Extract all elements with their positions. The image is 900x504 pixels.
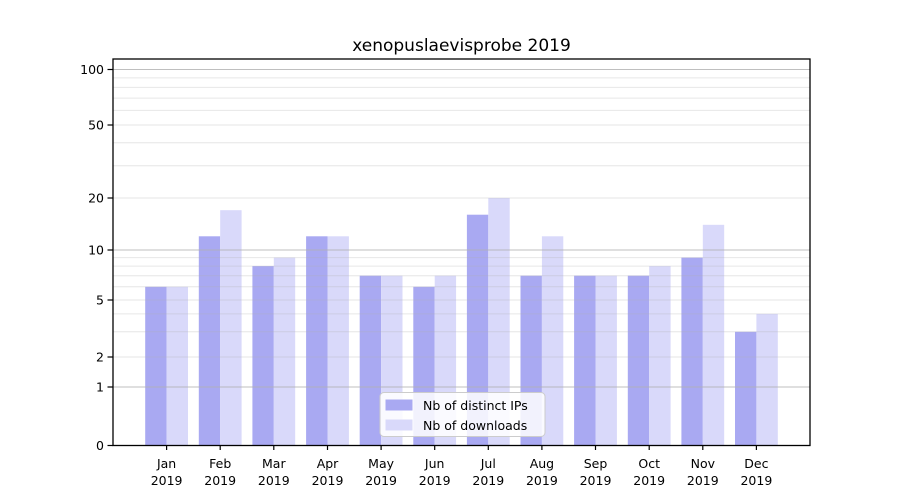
x-tick-label-apr: Apr xyxy=(317,456,339,471)
bar-jul-downloads xyxy=(488,198,510,446)
y-tick-label-20: 20 xyxy=(88,190,104,205)
legend-box xyxy=(379,392,546,437)
chart-title: xenopuslaevisprobe 2019 xyxy=(352,36,571,56)
x-tick-label-dec: Dec xyxy=(744,456,768,471)
bar-oct-distinct-ips xyxy=(627,275,650,446)
plot-border xyxy=(112,58,811,447)
x-axis: Jan 2019 Feb 2019 Mar 2019 Apr 2019 May 2019 Jun 20… xyxy=(151,445,772,488)
bar-apr-downloads xyxy=(327,236,349,446)
bar-mar-distinct-ips xyxy=(252,266,274,446)
bar-sep-distinct-ips xyxy=(574,275,596,446)
y-tick-label-5: 5 xyxy=(96,292,104,307)
x-tick-label-may-year: 2019 xyxy=(365,473,397,488)
bar-dec-downloads xyxy=(756,313,778,446)
x-tick-label-jun: Jun xyxy=(424,456,445,471)
legend: Nb of distinct IPs Nb of downloads xyxy=(379,392,546,437)
y-tick-label-50: 50 xyxy=(88,117,104,132)
x-tick-label-jul: Jul xyxy=(480,456,496,471)
x-tick-label-aug: Aug xyxy=(530,456,554,471)
bar-jul-distinct-ips xyxy=(466,214,489,446)
x-tick-label-sep-year: 2019 xyxy=(580,473,612,488)
x-tick-label-jul-year: 2019 xyxy=(472,473,504,488)
gridlines-layer xyxy=(113,68,810,388)
x-tick-label-nov: Nov xyxy=(691,456,716,471)
x-tick-label-oct: Oct xyxy=(638,456,660,471)
x-tick-label-feb-year: 2019 xyxy=(204,473,236,488)
bar-sep-downloads xyxy=(595,275,617,446)
y-tick-label-10: 10 xyxy=(88,242,104,257)
bar-feb-downloads xyxy=(220,210,242,446)
legend-label-downloads: Nb of downloads xyxy=(423,418,527,433)
y-tick-label-2: 2 xyxy=(96,349,104,364)
bar-apr-distinct-ips xyxy=(306,236,328,446)
x-tick-label-mar-year: 2019 xyxy=(258,473,290,488)
x-tick-label-sep: Sep xyxy=(584,456,608,471)
x-tick-label-apr-year: 2019 xyxy=(312,473,344,488)
bar-dec-distinct-ips xyxy=(735,331,757,446)
x-tick-label-jun-year: 2019 xyxy=(419,473,451,488)
x-tick-label-nov-year: 2019 xyxy=(687,473,719,488)
legend-label-distinct-ips: Nb of distinct IPs xyxy=(423,398,528,413)
bar-jan-distinct-ips xyxy=(145,286,167,446)
x-tick-label-mar: Mar xyxy=(262,456,286,471)
bar-oct-downloads xyxy=(649,266,671,446)
bar-jan-downloads xyxy=(166,286,188,446)
bar-aug-downloads xyxy=(541,236,564,446)
x-tick-label-oct-year: 2019 xyxy=(633,473,665,488)
x-tick-label-jan-year: 2019 xyxy=(151,473,183,488)
bar-feb-distinct-ips xyxy=(198,236,221,446)
legend-swatch-distinct-ips xyxy=(385,399,413,411)
legend-swatch-downloads xyxy=(385,419,413,431)
x-tick-label-feb: Feb xyxy=(209,456,231,471)
y-tick-label-0: 0 xyxy=(96,438,104,453)
bar-nov-distinct-ips xyxy=(681,257,703,446)
x-tick-label-jan: Jan xyxy=(156,456,176,471)
bar-may-distinct-ips xyxy=(359,275,382,446)
y-tick-label-100: 100 xyxy=(80,62,104,77)
y-tick-label-1: 1 xyxy=(96,379,104,394)
bar-nov-downloads xyxy=(702,224,725,446)
x-tick-label-aug-year: 2019 xyxy=(526,473,558,488)
x-tick-label-dec-year: 2019 xyxy=(740,473,772,488)
bar-mar-downloads xyxy=(273,257,296,446)
x-tick-label-may: May xyxy=(368,456,394,471)
